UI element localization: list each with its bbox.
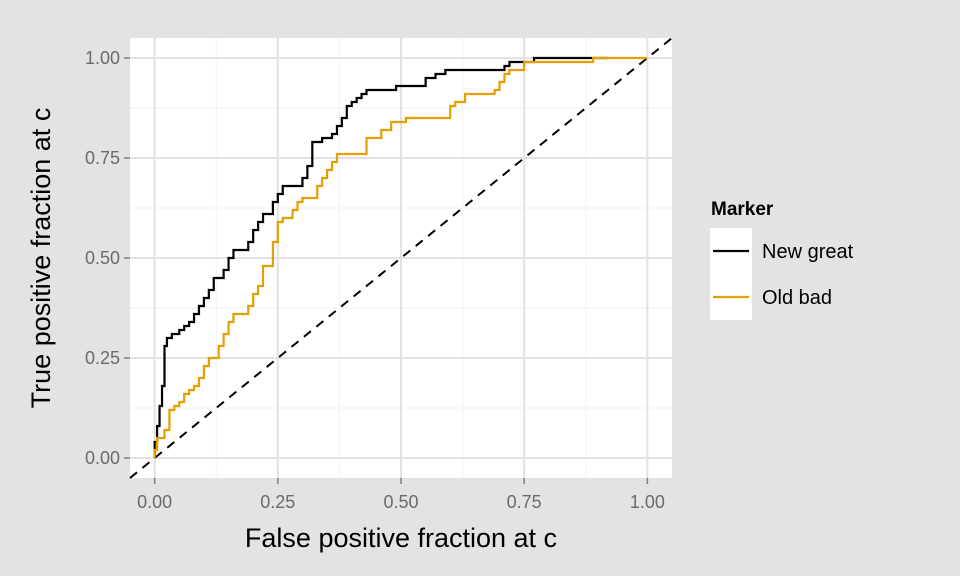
x-tick-label: 0.50	[383, 492, 418, 512]
y-axis-ticks: 0.00 0.25 0.50 0.75 1.00	[85, 48, 130, 468]
legend-label: Old bad	[762, 287, 832, 309]
y-tick-label: 0.75	[85, 148, 120, 168]
series-line-old-bad	[153, 56, 648, 458]
legend-key-background	[710, 228, 752, 320]
reference-diagonal-line	[129, 37, 673, 479]
legend-title: Marker	[711, 199, 774, 220]
x-axis-ticks: 0.00 0.25 0.50 0.75 1.00	[137, 478, 665, 512]
y-tick-label: 1.00	[85, 48, 120, 68]
x-tick-label: 0.00	[137, 492, 172, 512]
legend-label: New great	[762, 241, 854, 263]
x-tick-label: 0.25	[260, 492, 295, 512]
x-tick-label: 0.75	[507, 492, 542, 512]
series-lines	[153, 56, 648, 458]
legend-keys: New great Old bad	[710, 228, 854, 320]
y-tick-label: 0.00	[85, 448, 120, 468]
legend: Marker New great Old bad	[710, 199, 854, 320]
series-line-new-great	[153, 56, 608, 458]
y-tick-label: 0.25	[85, 348, 120, 368]
major-grid	[130, 38, 672, 478]
x-axis-title: False positive fraction at c	[245, 523, 557, 553]
y-tick-label: 0.50	[85, 248, 120, 268]
x-tick-label: 1.00	[630, 492, 665, 512]
y-axis-title: True positive fraction at c	[26, 108, 56, 409]
